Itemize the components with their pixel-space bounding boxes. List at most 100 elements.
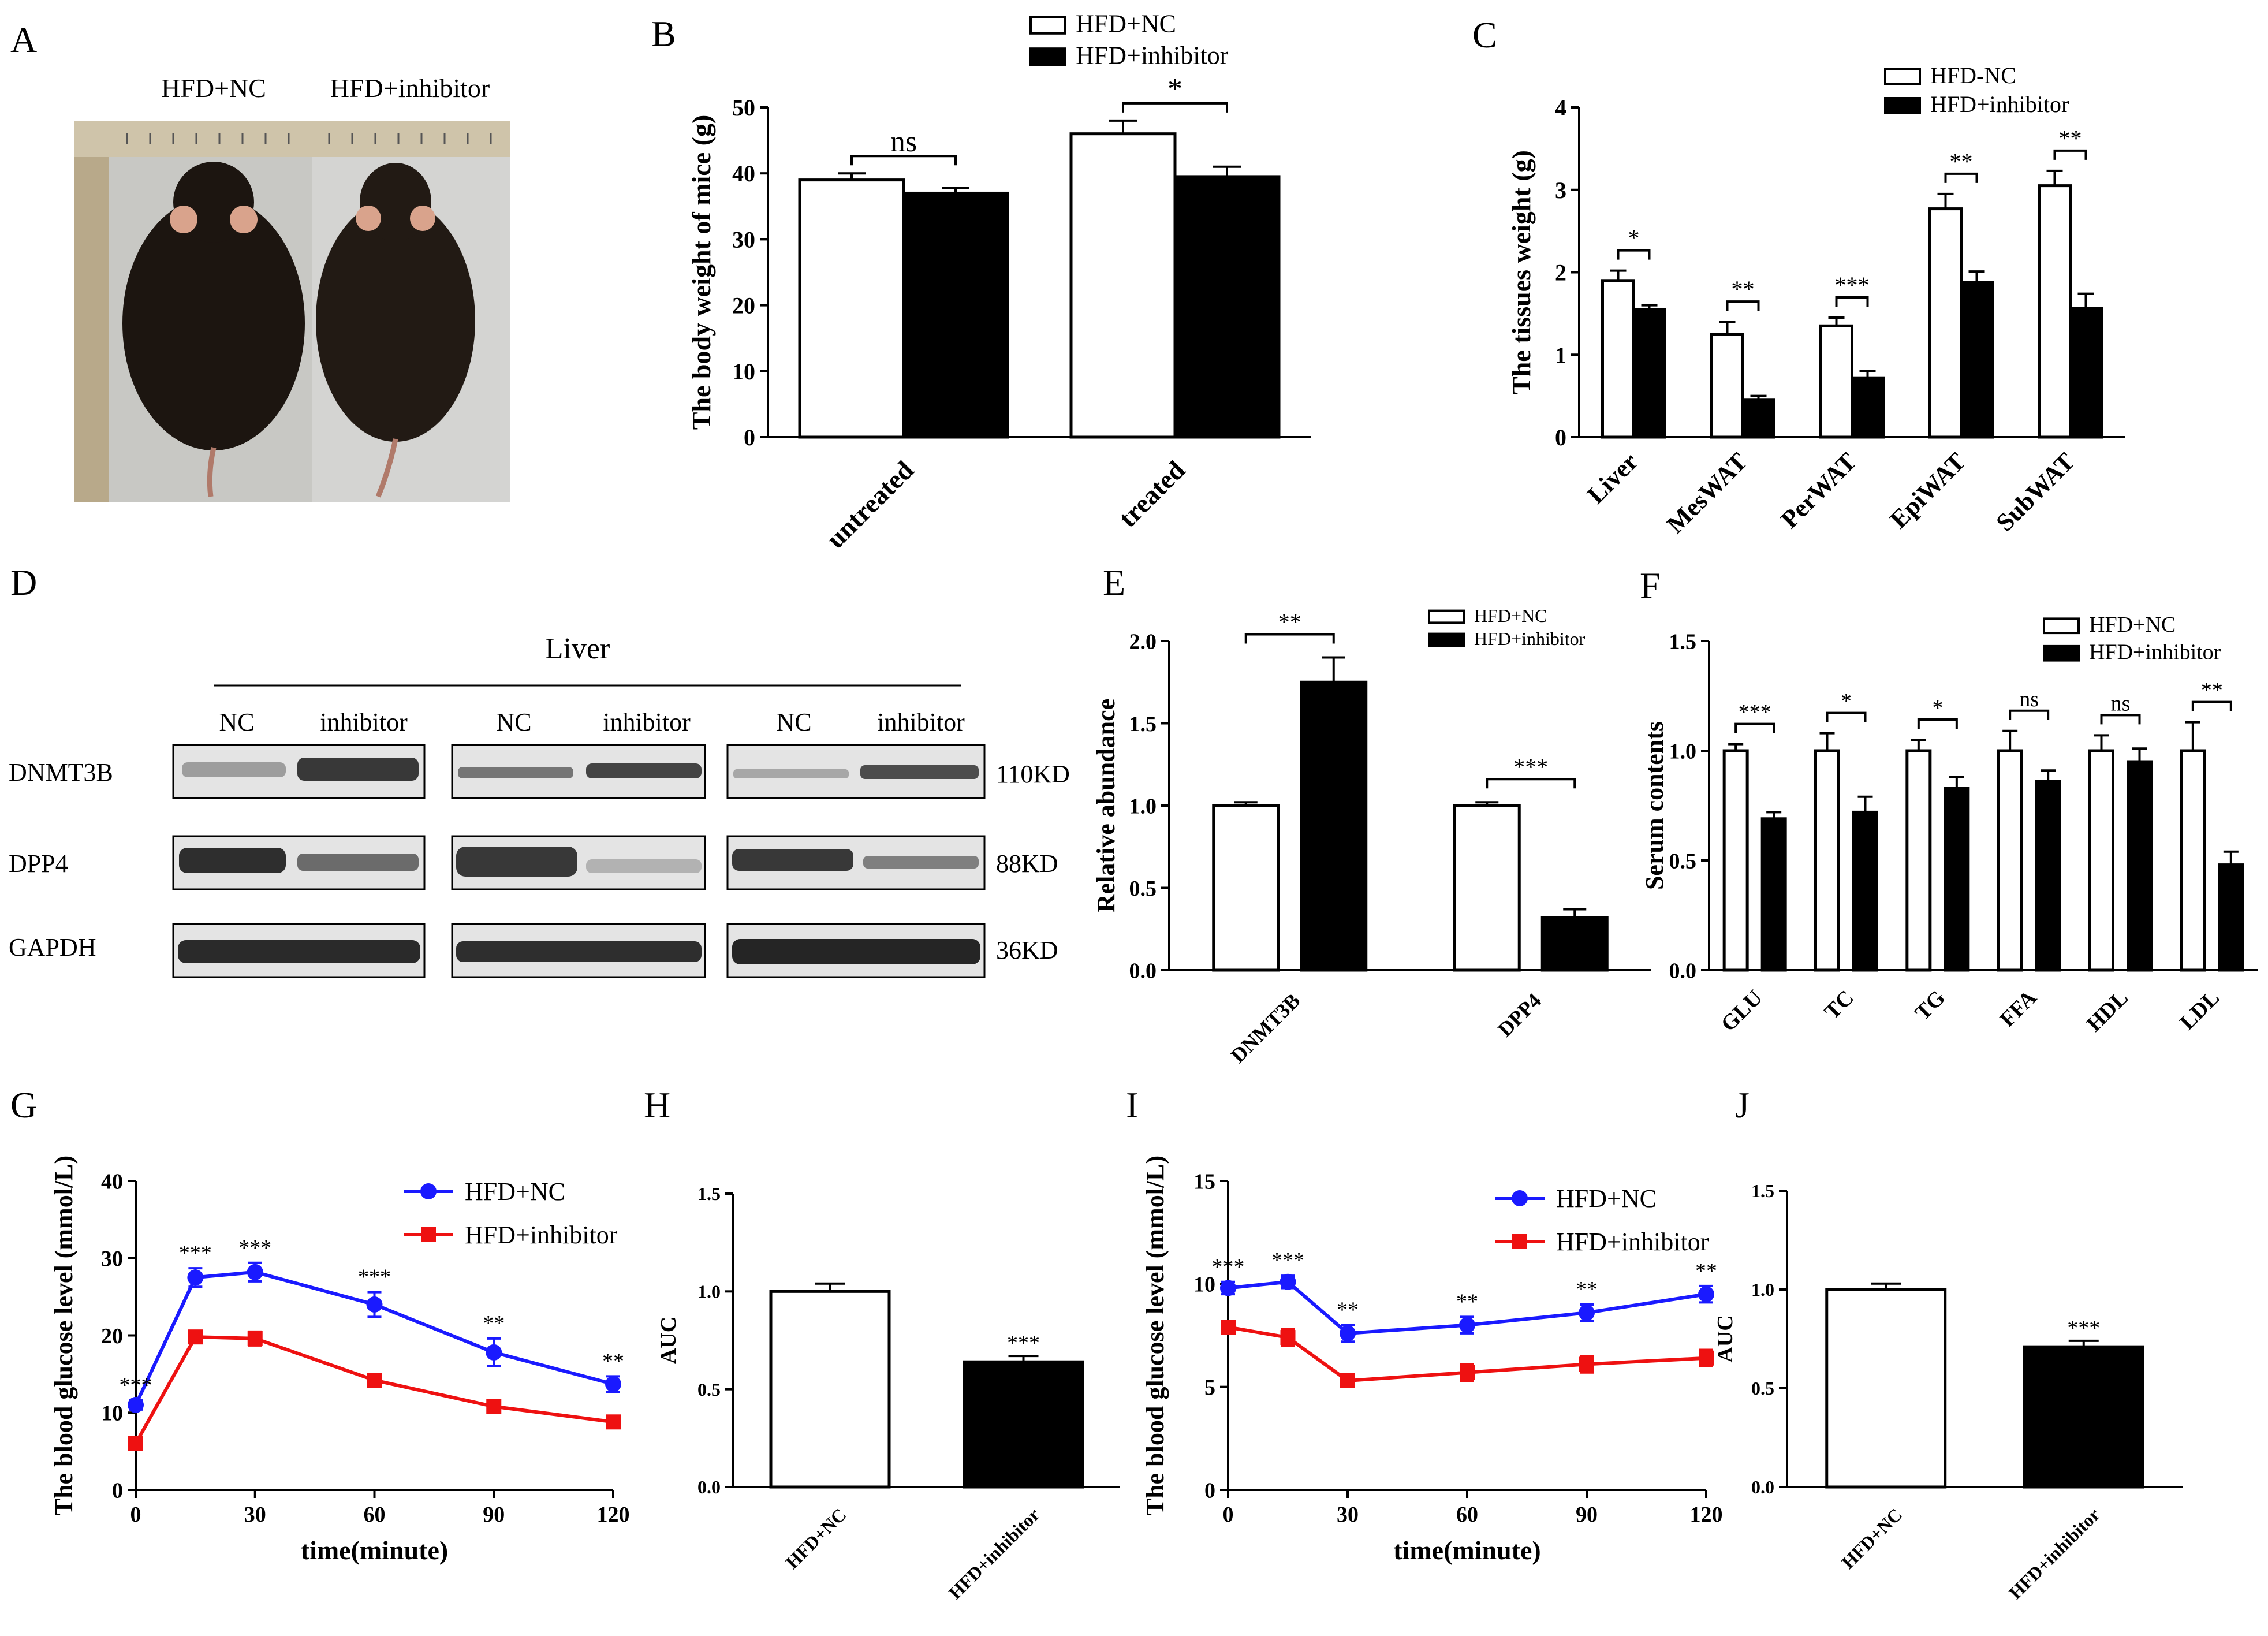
legend-swatch-open [1428, 609, 1465, 624]
legend-swatch-filled [2043, 644, 2080, 662]
x-tick-label: HFD+inhibitor [2005, 1504, 2104, 1603]
significance-label: ns [2019, 687, 2039, 711]
significance-bracket [2191, 700, 2232, 711]
data-point [188, 1329, 203, 1345]
error-bar [1322, 656, 1345, 683]
significance-label: *** [120, 1373, 152, 1398]
legend-swatch-filled [1029, 47, 1066, 66]
y-tick-label: 30 [101, 1247, 123, 1271]
y-tick-label: 50 [732, 95, 755, 121]
y-axis-label: The blood glucose level (mmol/L) [1141, 1156, 1169, 1515]
legend-label: HFD+inhibitor [1556, 1228, 1709, 1256]
y-tick-label: 4 [1555, 95, 1566, 121]
significance-bracket [1917, 718, 1958, 729]
legend-swatch-filled [1428, 632, 1465, 647]
y-tick-label: 1.5 [1751, 1180, 1774, 1201]
error-bar [1641, 304, 1658, 310]
y-tick-label: 5 [1204, 1376, 1215, 1400]
data-point [606, 1414, 621, 1430]
bar [1928, 207, 1963, 439]
y-tick-label: 1.5 [697, 1183, 721, 1204]
error-bar [1475, 801, 1499, 806]
bar [1944, 787, 1970, 972]
y-axis-label: Relative abundance [1092, 699, 1120, 912]
lane-label: NC [219, 708, 254, 736]
legend-marker [420, 1183, 437, 1199]
chart-body-weight: 0 10 20 30 40 50 ns untreated * treated The body w… [687, 10, 1311, 554]
error-bar [1911, 739, 1926, 751]
x-tick-label: HFD+NC [782, 1504, 850, 1572]
mouse-nc [122, 196, 305, 450]
y-axis-label: The blood glucose level (mmol/L) [50, 1156, 78, 1515]
y-tick-label: 40 [732, 161, 755, 187]
significance-bracket [2053, 149, 2087, 160]
x-tick-label: GLU [1717, 986, 1767, 1037]
y-tick-label: 1.5 [1669, 629, 1697, 654]
y-tick-label: 1.0 [1129, 794, 1157, 818]
y-tick-label: 1.0 [1751, 1279, 1774, 1300]
y-tick-label: 0 [112, 1478, 123, 1503]
significance-label: ** [1337, 1298, 1359, 1322]
y-tick-label: 1.0 [1669, 739, 1697, 763]
data-point [486, 1344, 502, 1361]
data-point [1280, 1273, 1296, 1290]
data-point [1221, 1320, 1236, 1335]
photo-label-nc: HFD+NC [161, 73, 266, 103]
x-tick-label: 120 [597, 1503, 630, 1527]
legend-label: HFD+inhibitor [2089, 640, 2221, 665]
x-axis-label: time(minute) [1393, 1536, 1540, 1565]
y-tick-label: 15 [1193, 1169, 1215, 1194]
data-point [486, 1399, 502, 1414]
y-tick-label: 10 [1193, 1273, 1215, 1297]
y-tick-label: 0 [1555, 424, 1566, 450]
y-tick-label: 2 [1555, 260, 1566, 286]
data-point [1460, 1365, 1475, 1380]
data-point [187, 1269, 204, 1286]
photo-label-inhibitor: HFD+inhibitor [330, 73, 490, 103]
y-tick-label: 0.5 [1669, 849, 1697, 873]
y-tick-label: 0.0 [697, 1477, 721, 1497]
legend-swatch-filled [1884, 97, 1921, 114]
x-tick-label: 90 [1576, 1503, 1598, 1527]
error-bar [1968, 270, 1985, 282]
significance-bracket [1726, 300, 1760, 311]
legend-label: HFD+NC [1556, 1184, 1657, 1213]
error-bar [1719, 321, 1736, 334]
x-tick-label: TC [1820, 986, 1859, 1024]
significance-label: * [1167, 73, 1183, 106]
x-tick-label: 120 [1690, 1503, 1723, 1527]
lane-label: NC [776, 708, 811, 736]
data-point [128, 1396, 144, 1413]
chart-relative-abundance: 0.0 0.5 1.0 1.5 2.0 ** DNMT3B *** DPP4 Relative a… [1092, 605, 1651, 1067]
error-bar [2077, 292, 2094, 309]
mouse-inhibitor [316, 199, 475, 442]
y-tick-label: 20 [732, 293, 755, 319]
error-bar [1937, 192, 1954, 209]
x-tick-label: 0 [1223, 1503, 1234, 1527]
legend-marker [1512, 1190, 1528, 1206]
blot-kd-88: 88KD [996, 849, 1058, 878]
panel-letter-b: B [651, 13, 676, 54]
lane-label: inhibitor [320, 708, 408, 736]
significance-bracket [1734, 722, 1775, 733]
legend-label: HFD+NC [465, 1177, 565, 1206]
western-blot-panel: Liver NC inhibitor NC inhibitor NC inhib… [9, 632, 1070, 978]
panel-letter-h: H [644, 1085, 670, 1126]
bar [1960, 281, 1994, 439]
lane-label: NC [496, 708, 531, 736]
error-bar [815, 1282, 845, 1292]
data-point [605, 1376, 621, 1392]
y-tick-label: 0.5 [1129, 877, 1157, 901]
x-tick-label: TG [1911, 986, 1950, 1026]
significance-label: *** [1007, 1331, 1040, 1355]
error-bar [2002, 729, 2018, 751]
legend-label: HFD+NC [2089, 613, 2176, 637]
data-point [1699, 1350, 1714, 1366]
error-bar [2068, 1339, 2099, 1347]
bar [1819, 324, 1853, 439]
significance-label: *** [1835, 272, 1870, 298]
bar [963, 1360, 1084, 1489]
blot-title: Liver [545, 632, 610, 665]
bar [1760, 817, 1787, 972]
error-bar [1728, 743, 1744, 751]
